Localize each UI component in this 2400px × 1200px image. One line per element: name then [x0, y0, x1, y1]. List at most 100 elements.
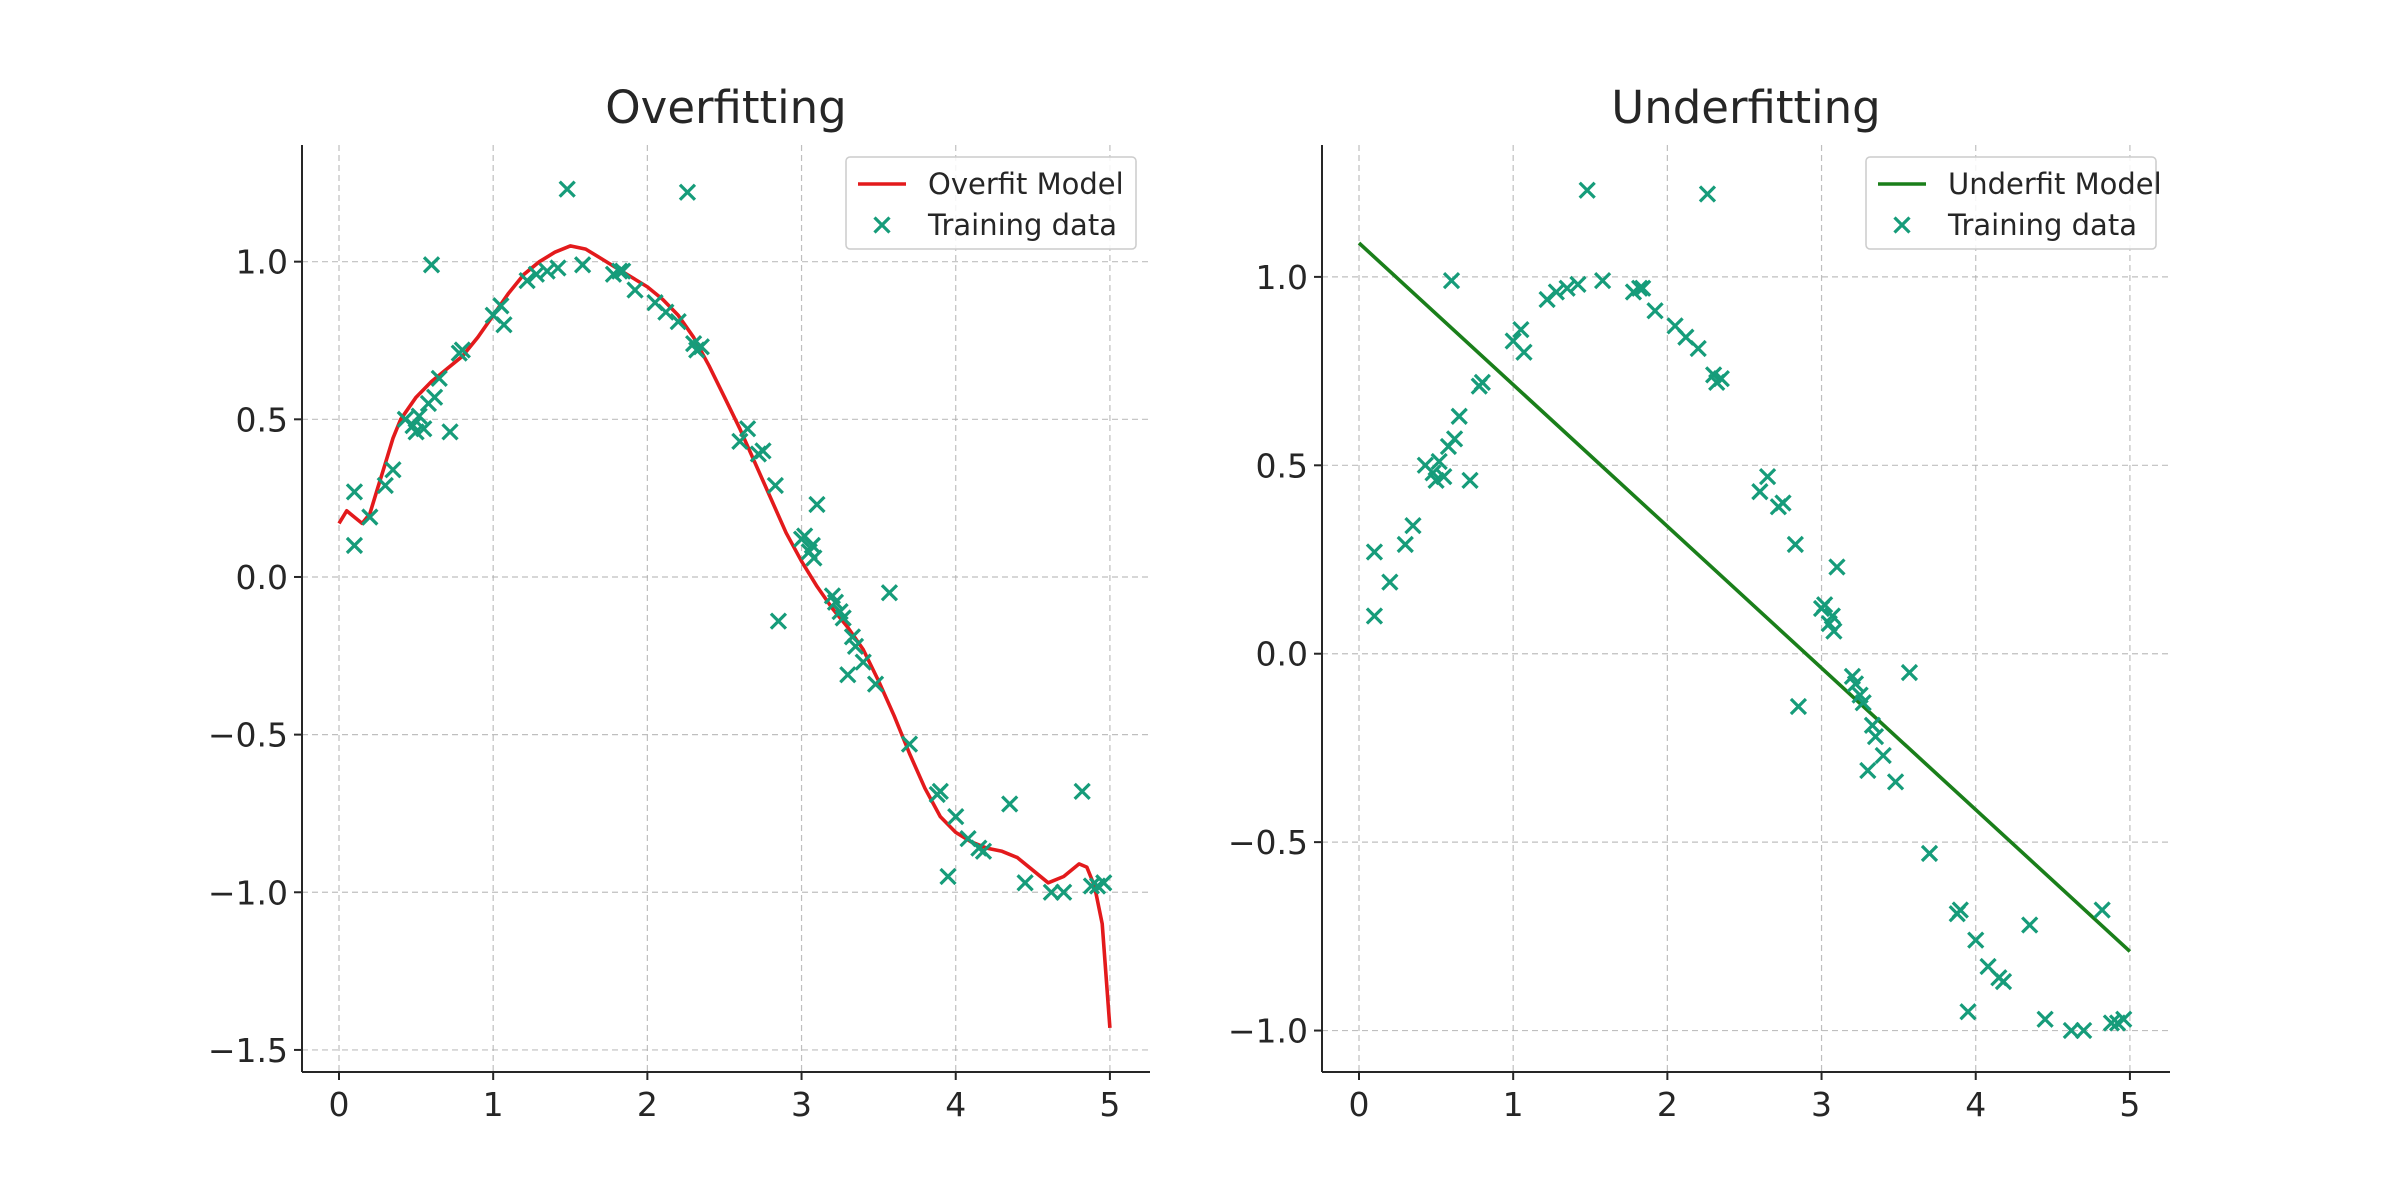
underfit-y-tick-label: 0.5	[1256, 446, 1308, 485]
overfit-y-tick-label: 0.5	[236, 400, 288, 439]
data-point	[549, 259, 567, 277]
underfit-legend-marker-swatch	[1893, 216, 1911, 234]
underfit-y-tick-label: 0.0	[1256, 635, 1308, 674]
data-point	[1815, 596, 1834, 614]
data-point	[527, 265, 545, 283]
data-point	[1874, 746, 1892, 765]
data-point	[2115, 1010, 2133, 1028]
data-point	[1967, 931, 1985, 949]
underfitting-title: Underfitting	[1611, 81, 1880, 134]
data-point	[492, 297, 510, 315]
overfit-legend-marker-swatch	[873, 216, 891, 234]
data-point	[1786, 535, 1804, 554]
data-point	[430, 369, 448, 387]
data-point	[1900, 663, 1919, 682]
data-point	[1073, 782, 1091, 801]
data-point	[1951, 901, 1969, 919]
data-point	[573, 256, 592, 274]
data-point	[839, 666, 857, 684]
data-point	[766, 476, 784, 495]
data-point	[415, 420, 433, 438]
data-point	[1959, 1003, 1977, 1021]
data-point	[947, 807, 965, 826]
underfit-legend-frame	[1865, 156, 2157, 250]
data-point	[866, 675, 885, 693]
data-point	[1854, 694, 1872, 712]
data-point	[495, 316, 513, 334]
overfit-x-tick-label: 5	[1099, 1085, 1120, 1124]
data-point	[1450, 407, 1468, 425]
data-point	[1515, 343, 1533, 361]
data-point	[1828, 558, 1846, 576]
data-point	[1825, 622, 1843, 640]
data-point	[1886, 773, 1905, 791]
data-point	[1751, 483, 1769, 501]
overfit-y-tick-label: 0.0	[236, 558, 288, 597]
data-point	[1698, 185, 1717, 203]
overfit-model-line	[337, 244, 1112, 1029]
data-point	[626, 281, 644, 299]
data-point	[1461, 471, 1479, 490]
data-point	[558, 180, 576, 198]
data-point	[1823, 607, 1841, 625]
data-point	[2021, 916, 2039, 934]
overfit-training-points	[345, 180, 1113, 901]
underfit-y-tick-label: 1.0	[1256, 258, 1308, 297]
underfitting-panel: Underfitting 0 1 2 3 4 5 −1.0 −0.5 0.0 0.5 1.0 Unde…	[1228, 81, 2170, 1124]
overfit-y-tick-label: −1.5	[208, 1031, 288, 1070]
data-point	[1435, 467, 1453, 486]
data-point	[769, 612, 788, 630]
data-point	[1445, 430, 1464, 448]
underfit-x-tick-label: 2	[1657, 1085, 1678, 1124]
data-point	[2075, 1021, 2093, 1040]
overfitting-title: Overfitting	[605, 81, 846, 134]
data-point	[1866, 727, 1885, 746]
data-point	[2093, 901, 2111, 919]
data-point	[754, 442, 772, 460]
data-point	[1396, 535, 1414, 554]
overfit-x-tick-label: 3	[791, 1085, 812, 1124]
data-point	[1630, 279, 1649, 297]
data-point	[808, 495, 826, 514]
data-point	[1758, 467, 1777, 486]
underfit-x-tick-label: 1	[1503, 1085, 1524, 1124]
overfit-legend-label: Overfit Model	[928, 167, 1124, 201]
overfit-x-tick-label: 1	[483, 1085, 504, 1124]
data-point	[441, 423, 459, 441]
data-point	[2062, 1021, 2080, 1040]
underfit-y-tick-label: −1.0	[1228, 1012, 1308, 1051]
data-point	[1558, 279, 1576, 297]
data-point	[805, 549, 823, 567]
data-point	[678, 183, 697, 201]
overfit-x-tick-label: 2	[637, 1085, 658, 1124]
data-point	[1365, 543, 1384, 561]
underfit-x-tick-label: 5	[2119, 1085, 2140, 1124]
data-point	[974, 842, 993, 860]
data-point	[361, 508, 379, 526]
data-point	[1095, 874, 1113, 892]
data-point	[425, 388, 444, 406]
data-point	[1994, 972, 2013, 991]
data-point	[1593, 272, 1612, 290]
data-point	[834, 609, 852, 627]
data-point	[345, 483, 364, 501]
data-point	[1712, 370, 1730, 388]
data-point	[738, 420, 757, 438]
data-point	[614, 262, 632, 280]
underfit-x-tick-label: 0	[1349, 1085, 1370, 1124]
data-point	[1646, 302, 1664, 320]
overfit-y-tick-label: 1.0	[236, 243, 288, 282]
data-point	[1689, 339, 1707, 358]
data-point	[1863, 716, 1882, 734]
data-point	[1512, 321, 1530, 339]
overfit-x-tick-label: 4	[945, 1085, 966, 1124]
data-point	[931, 782, 949, 801]
data-point	[1634, 279, 1652, 297]
data-point	[1055, 883, 1073, 901]
data-point	[1473, 373, 1491, 392]
data-point	[1404, 516, 1422, 535]
data-point	[657, 303, 675, 321]
data-point	[1001, 795, 1019, 813]
underfit-x-tick-label: 3	[1811, 1085, 1832, 1124]
